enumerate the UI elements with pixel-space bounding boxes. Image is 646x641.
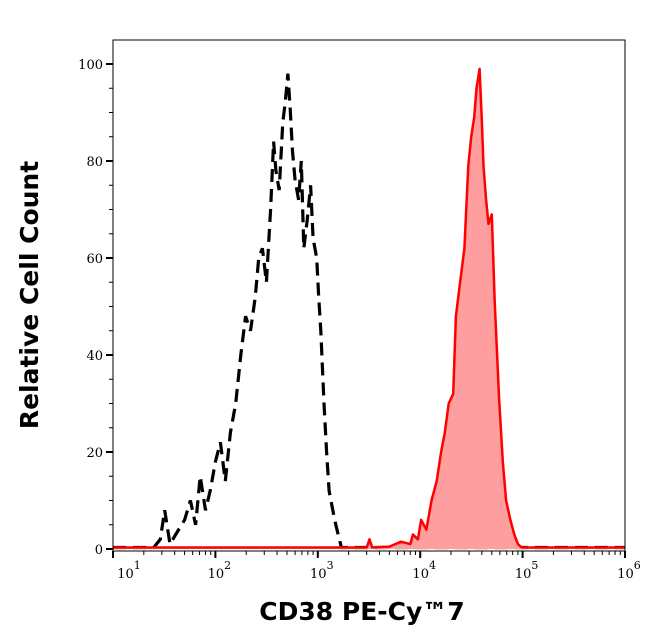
x-axis-title: CD38 PE-Cy™7 [259, 597, 464, 626]
plot-frame [112, 39, 626, 552]
y-tick-label: 0 [95, 543, 103, 558]
x-tick-label: 106 [617, 559, 641, 582]
x-tick-exponent: 3 [327, 559, 334, 572]
x-tick-base: 10 [617, 567, 634, 582]
x-tick-base: 10 [412, 567, 429, 582]
series-fill-area [113, 68, 625, 550]
x-tick-label: 104 [412, 559, 436, 582]
x-tick-label: 101 [117, 559, 141, 582]
x-tick-exponent: 5 [531, 559, 538, 572]
x-tick-base: 10 [515, 567, 532, 582]
x-tick-base: 10 [310, 567, 327, 582]
x-tick-exponent: 6 [634, 559, 641, 572]
series-line-stained [113, 67, 625, 549]
y-tick-label: 100 [78, 58, 103, 73]
y-tick-label: 20 [86, 446, 103, 461]
plot-area [113, 67, 625, 550]
x-tick-label: 103 [310, 559, 334, 582]
y-tick-label: 80 [86, 155, 103, 170]
x-tick-base: 10 [117, 567, 134, 582]
x-tick-label: 102 [208, 559, 232, 582]
y-tick-label: 60 [86, 252, 103, 267]
y-tick-label: 40 [86, 349, 103, 364]
series-line-control [113, 73, 625, 550]
x-tick-exponent: 1 [134, 559, 141, 572]
x-tick-label: 105 [515, 559, 539, 582]
x-tick-exponent: 2 [224, 559, 231, 572]
x-tick-base: 10 [208, 567, 225, 582]
x-tick-exponent: 4 [429, 559, 436, 572]
y-axis-title: Relative Cell Count [15, 161, 44, 429]
